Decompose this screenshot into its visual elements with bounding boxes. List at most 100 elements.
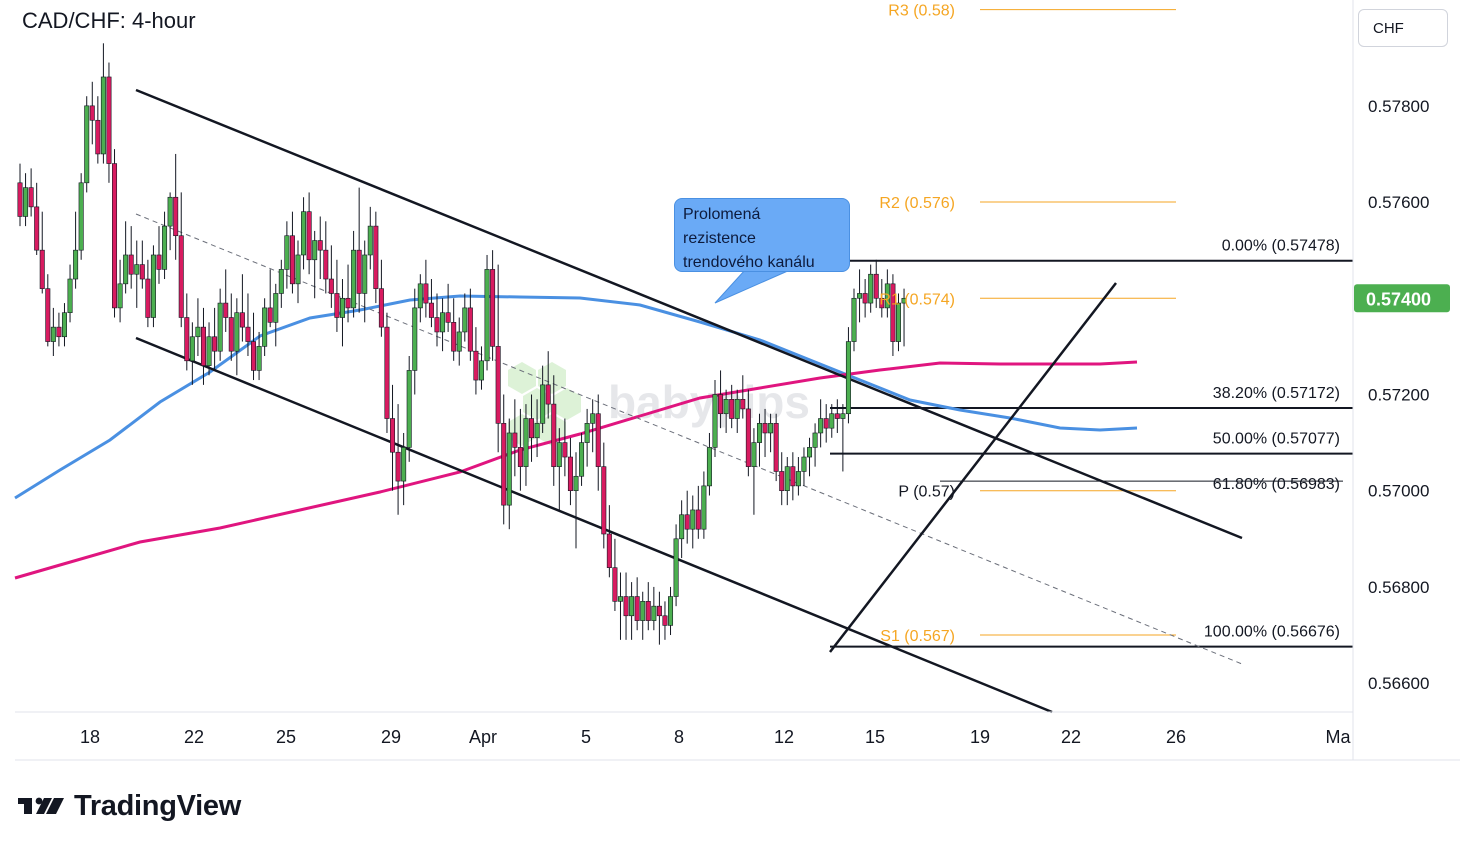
- candle-body: [745, 408, 751, 467]
- candle: [228, 293, 234, 361]
- candle: [729, 384, 735, 429]
- candle: [139, 240, 145, 289]
- date-tick-label: 29: [381, 727, 401, 747]
- candle-body: [634, 596, 640, 621]
- price-tick-label: 0.56600: [1368, 674, 1429, 693]
- candle: [473, 327, 479, 395]
- candle-body: [467, 307, 473, 352]
- candle-body: [517, 447, 523, 467]
- candle: [328, 245, 334, 308]
- candle-body: [695, 509, 701, 530]
- candle: [523, 404, 529, 486]
- candle-body: [606, 533, 612, 568]
- candle-body: [823, 418, 829, 429]
- candle-body: [345, 297, 351, 309]
- candle-body: [289, 235, 295, 285]
- candle: [512, 399, 518, 477]
- candle-body: [529, 418, 535, 439]
- candle: [256, 331, 262, 381]
- candle-body: [478, 360, 484, 381]
- candle: [128, 226, 134, 289]
- candle: [378, 259, 384, 337]
- channel-lower-line: [135, 336, 1053, 714]
- candle: [684, 490, 690, 544]
- candle-body: [228, 317, 234, 352]
- candle-body: [656, 605, 662, 617]
- candle-body: [323, 249, 329, 280]
- candle-body: [595, 413, 601, 467]
- candle-body: [812, 432, 818, 448]
- candle-body: [167, 196, 173, 227]
- candle-body: [417, 283, 423, 309]
- candle: [323, 221, 329, 294]
- candle: [417, 274, 423, 323]
- candle: [818, 399, 824, 448]
- candle: [551, 375, 557, 486]
- candle: [840, 404, 846, 472]
- candle: [106, 62, 112, 183]
- candle: [423, 259, 429, 318]
- candle-body: [267, 307, 273, 323]
- candle-body: [139, 264, 145, 280]
- candle: [517, 408, 523, 491]
- candle-body: [673, 538, 679, 597]
- candle: [317, 216, 323, 280]
- candle: [89, 81, 95, 145]
- fib-label: 0.00% (0.57478): [1222, 238, 1340, 255]
- candle-body: [50, 326, 56, 342]
- callout-line-3: trendového kanálu: [683, 254, 815, 271]
- candle: [790, 452, 796, 501]
- candle-body: [156, 254, 162, 270]
- candle-body: [95, 119, 101, 155]
- candle-body: [540, 384, 546, 424]
- ma-pink-line: [14, 360, 1138, 580]
- candle: [873, 259, 879, 308]
- currency-selector[interactable]: CHF: [1358, 9, 1448, 47]
- fib-label: 50.00% (0.57077): [1213, 431, 1340, 448]
- moving-averages: [14, 294, 1138, 580]
- date-tick-label: 8: [674, 727, 684, 747]
- candle: [634, 577, 640, 631]
- candle: [868, 264, 874, 313]
- tradingview-logo[interactable]: TradingView: [18, 788, 241, 824]
- candle-body: [690, 509, 696, 530]
- watermark-hex-0: [508, 362, 536, 394]
- date-tick-label: 26: [1166, 727, 1186, 747]
- candle: [484, 254, 490, 371]
- candle: [45, 274, 51, 347]
- candle: [506, 418, 512, 530]
- candle: [112, 149, 118, 318]
- uptrend-line: [829, 282, 1117, 653]
- fib-label: 100.00% (0.56676): [1204, 624, 1340, 641]
- candle-body: [312, 240, 318, 261]
- candle: [845, 327, 851, 424]
- candle: [629, 582, 635, 640]
- candle-body: [723, 398, 729, 415]
- candle-body: [879, 297, 885, 309]
- candle-body: [645, 601, 651, 621]
- date-tick-label: Apr: [469, 727, 497, 747]
- candle: [234, 298, 240, 376]
- current-price-label: 0.57400: [1366, 289, 1431, 309]
- candle-body: [445, 312, 451, 323]
- channel-upper-line: [135, 88, 1243, 540]
- current-price-tag: [1354, 284, 1450, 313]
- candle: [529, 394, 535, 462]
- candle-body: [223, 302, 229, 318]
- candle: [445, 283, 451, 332]
- candle-body: [189, 336, 195, 362]
- candle-body: [651, 605, 657, 621]
- candle-body: [629, 596, 635, 617]
- candle-body: [662, 615, 668, 626]
- candle-body: [712, 394, 718, 448]
- candle-body: [768, 423, 774, 434]
- watermark-hex-3: [553, 388, 581, 420]
- candle: [606, 505, 612, 578]
- candle-body: [134, 264, 140, 275]
- candle-body: [89, 105, 95, 121]
- candle: [617, 572, 623, 640]
- candle: [367, 206, 373, 270]
- candle: [478, 346, 484, 390]
- tradingview-logo-text: TradingView: [74, 789, 241, 822]
